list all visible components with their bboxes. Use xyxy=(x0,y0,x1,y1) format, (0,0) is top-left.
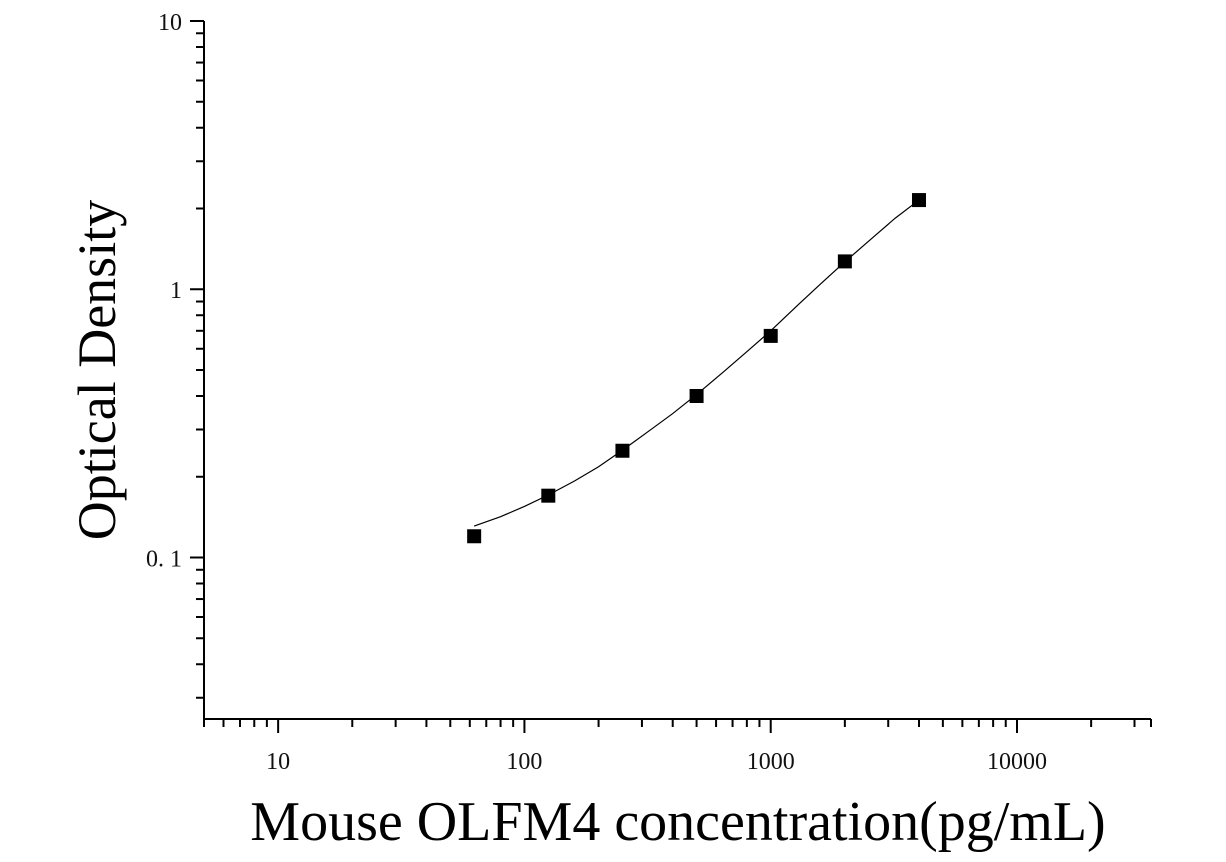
fit-curve xyxy=(473,199,920,527)
plot-area xyxy=(467,193,926,544)
data-point xyxy=(912,193,926,208)
data-point xyxy=(837,254,852,269)
data-point xyxy=(615,443,630,458)
y-axis-tick-labels: 0. 1 1 10 xyxy=(146,10,182,572)
data-point xyxy=(689,389,704,403)
x-axis-ticks xyxy=(203,719,1152,733)
y-tick-label: 0. 1 xyxy=(146,546,182,572)
data-points xyxy=(467,193,926,544)
x-tick-label: 10 xyxy=(266,749,290,775)
data-point xyxy=(763,328,778,343)
y-axis-ticks xyxy=(190,20,204,699)
x-tick-label: 1000 xyxy=(747,749,795,775)
y-axis-title: Optical Density xyxy=(67,200,127,540)
x-tick-label: 10000 xyxy=(987,749,1047,775)
data-point xyxy=(467,529,482,544)
x-axis-tick-labels: 10 100 1000 10000 xyxy=(266,749,1047,775)
data-point xyxy=(541,488,556,503)
x-tick-label: 100 xyxy=(506,749,542,775)
y-tick-label: 1 xyxy=(170,278,182,304)
x-axis: 10 100 1000 10000 xyxy=(203,718,1152,775)
y-tick-label: 10 xyxy=(158,10,182,36)
y-axis: 0. 1 1 10 xyxy=(146,10,205,719)
x-axis-title: Mouse OLFM4 concentration(pg/mL) xyxy=(250,791,1105,853)
